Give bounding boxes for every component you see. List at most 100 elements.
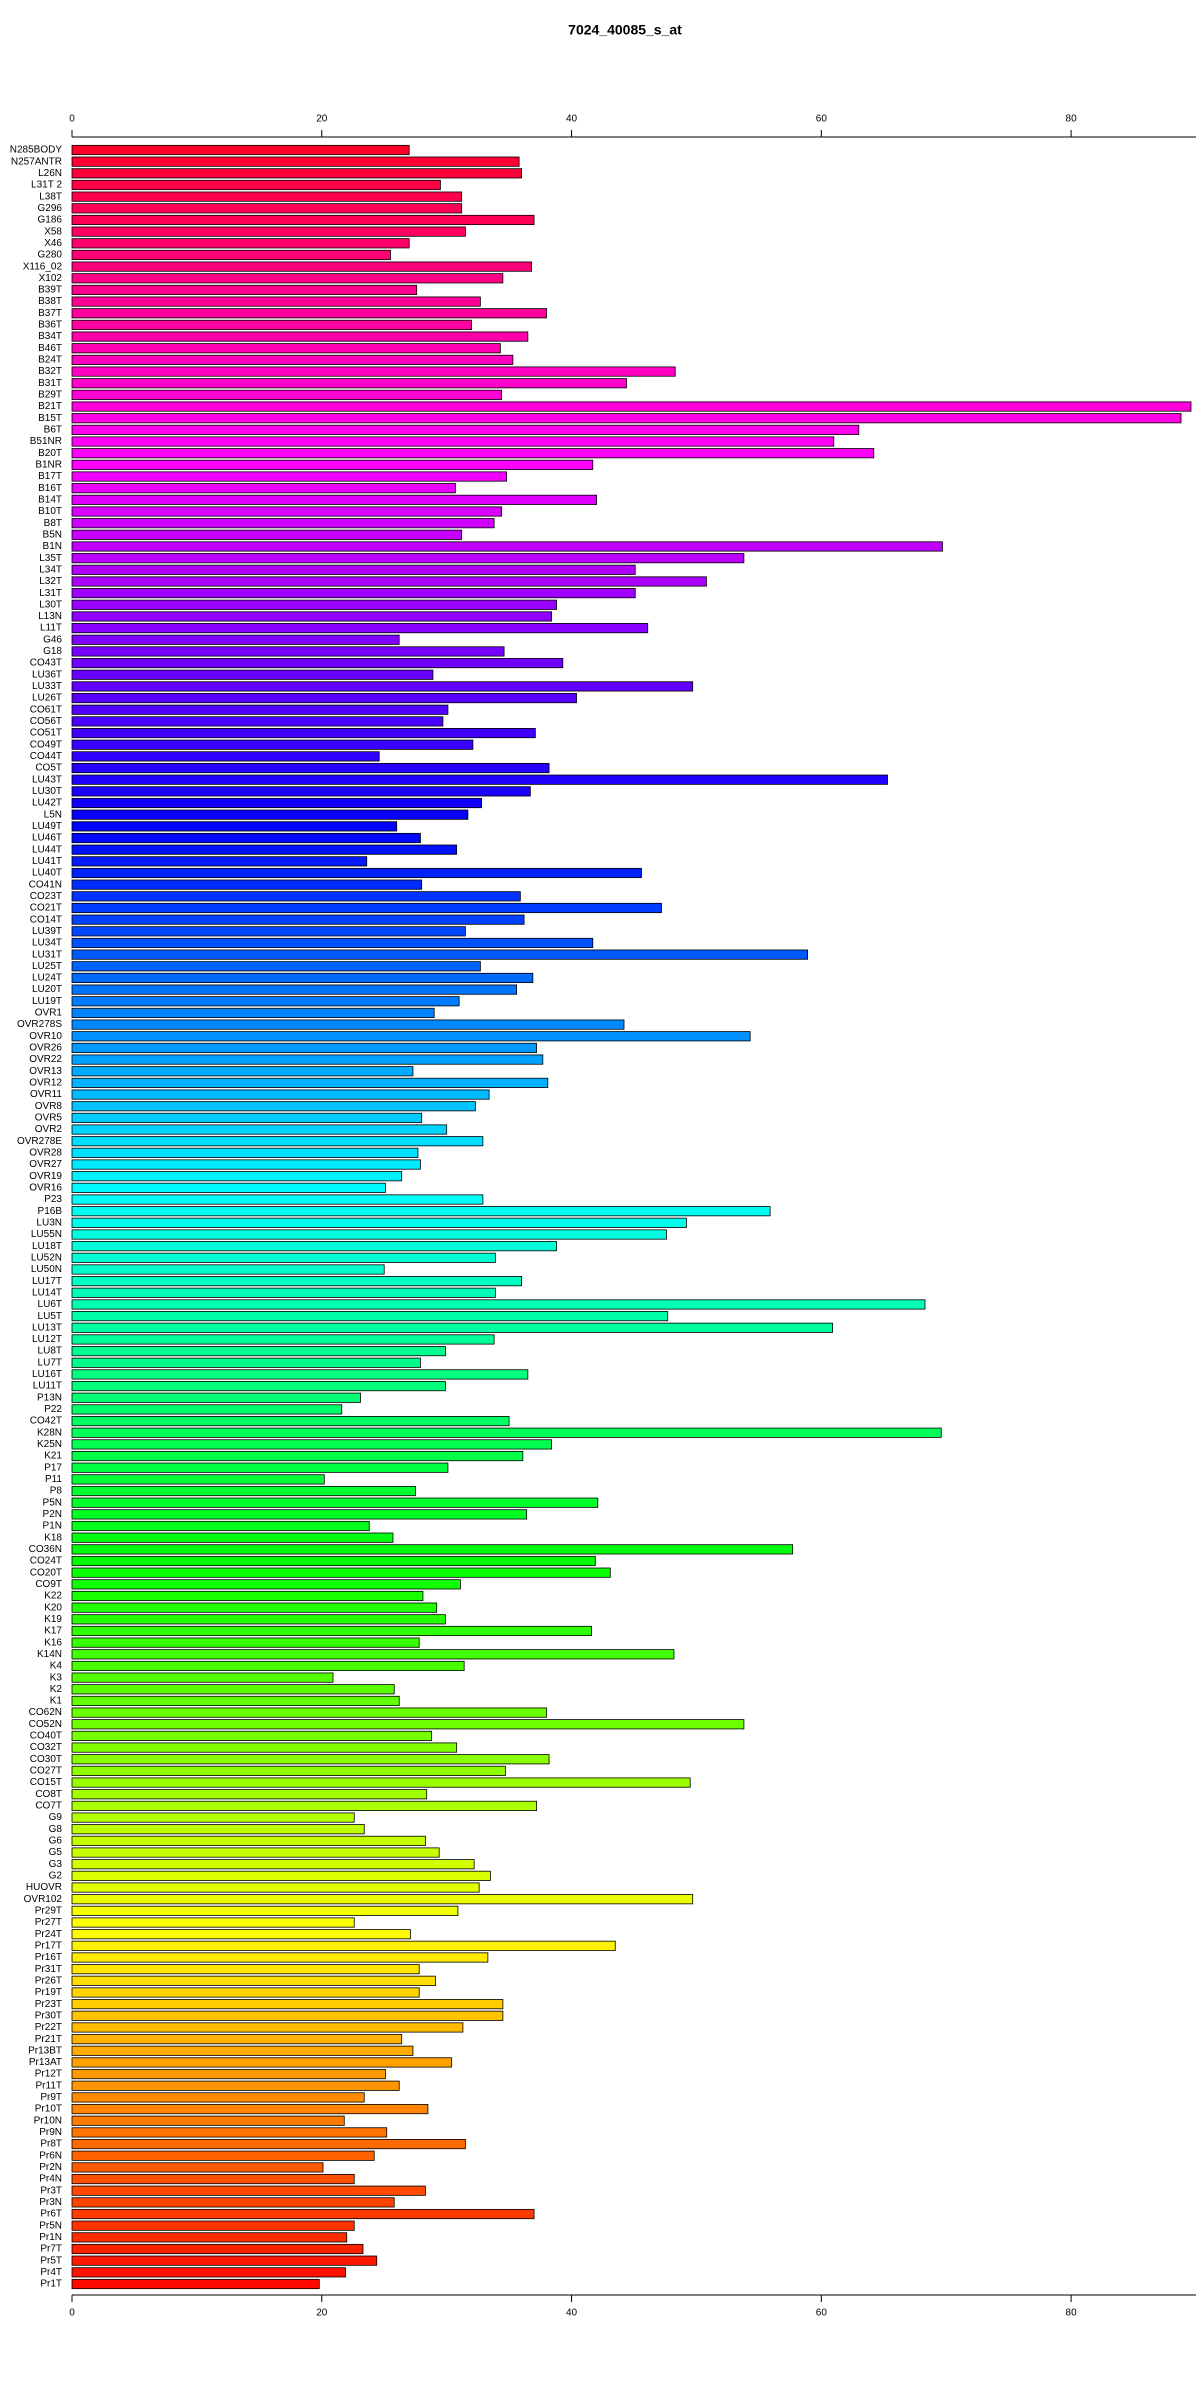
bar — [71, 564, 636, 575]
y-tick-label: Pr5N — [39, 2220, 62, 2231]
x-tick-label: 20 — [316, 114, 328, 125]
y-tick-label: LU44T — [32, 844, 62, 855]
bar — [71, 1007, 435, 1018]
x-tick-label: 60 — [816, 2308, 828, 2319]
bar — [71, 891, 521, 902]
y-tick-label: G6 — [49, 1836, 63, 1847]
y-tick-label: P13N — [37, 1392, 62, 1403]
y-tick-label: X102 — [39, 273, 63, 284]
y-tick-label: Pr4N — [39, 2174, 62, 2185]
bar — [71, 1929, 411, 1940]
bar — [71, 471, 508, 482]
y-tick-label: K16 — [44, 1637, 62, 1648]
bar — [71, 623, 649, 634]
bar — [71, 844, 458, 855]
y-tick-label: LU30T — [32, 786, 62, 797]
bar — [71, 856, 368, 867]
bar — [71, 1264, 385, 1275]
y-tick-label: N257ANTR — [11, 156, 62, 167]
y-tick-label: P8 — [50, 1486, 63, 1497]
bar — [71, 529, 463, 540]
y-tick-label: Pr16T — [35, 1952, 62, 1963]
y-tick-label: Pr1T — [40, 2279, 62, 2290]
bar — [71, 319, 473, 330]
y-tick-label: X116_02 — [23, 261, 63, 272]
bar — [71, 1952, 489, 1963]
bar — [71, 1089, 490, 1100]
y-tick-label: LU11T — [33, 1381, 62, 1392]
bar — [71, 343, 501, 354]
y-tick-label: LU18T — [32, 1241, 62, 1252]
bar — [71, 751, 380, 762]
y-tick-label: Pr27T — [35, 1917, 62, 1928]
x-tick-label: 80 — [1066, 114, 1078, 125]
y-tick-label: K17 — [44, 1626, 62, 1637]
y-tick-label: CO32T — [30, 1742, 62, 1753]
y-tick-label: Pr13AT — [29, 2057, 62, 2068]
y-tick-label: B17T — [38, 471, 62, 482]
y-tick-label: L38T — [39, 191, 62, 202]
bar — [71, 553, 745, 564]
bar — [71, 156, 520, 167]
bar — [71, 284, 418, 295]
bar — [71, 681, 694, 692]
bar — [71, 1112, 423, 1123]
y-tick-label: K18 — [44, 1532, 62, 1543]
y-tick-label: P23 — [44, 1194, 62, 1205]
bar — [71, 378, 627, 389]
bar — [71, 506, 503, 517]
bar — [71, 669, 434, 680]
bar — [71, 1590, 424, 1602]
y-tick-label: Pr12T — [35, 2069, 62, 2080]
y-tick-label: G46 — [43, 634, 62, 645]
bar — [71, 1217, 687, 1228]
bar — [71, 494, 597, 505]
y-tick-label: LU33T — [32, 681, 62, 692]
y-tick-label: B21T — [38, 401, 62, 412]
y-tick-label: K25N — [37, 1439, 62, 1450]
y-tick-label: OVR22 — [29, 1054, 62, 1065]
bar — [71, 1905, 459, 1916]
y-tick-label: K21 — [44, 1451, 62, 1462]
bar — [71, 249, 391, 261]
bar — [71, 1660, 465, 1672]
bar — [71, 1054, 544, 1065]
y-tick-label: Pr21T — [35, 2034, 62, 2045]
bar — [71, 1311, 669, 1322]
bar — [71, 308, 547, 319]
bar — [71, 1835, 426, 1846]
bar — [71, 658, 564, 669]
y-tick-label: B5N — [43, 529, 62, 540]
y-tick-label: K20 — [44, 1602, 62, 1613]
y-tick-label: CO30T — [30, 1754, 62, 1765]
y-tick-label: Pr11T — [36, 2080, 63, 2091]
y-tick-label: G9 — [49, 1812, 63, 1823]
bar — [71, 2185, 426, 2196]
bar — [71, 2208, 535, 2220]
x-tick-label: 60 — [816, 114, 828, 125]
bar — [71, 226, 466, 237]
bar — [71, 1637, 420, 1648]
bar — [71, 961, 481, 972]
y-tick-label: LU14T — [32, 1287, 62, 1298]
y-tick-label: OVR5 — [35, 1113, 63, 1124]
bar — [71, 1509, 527, 1520]
bar — [71, 2220, 355, 2231]
y-tick-label: Pr31T — [35, 1964, 62, 1975]
bar — [71, 2045, 414, 2056]
bar — [71, 2115, 345, 2126]
bar — [71, 144, 410, 156]
y-tick-label: L31T 2 — [31, 180, 62, 191]
y-tick-label: B31T — [38, 378, 62, 389]
bar — [71, 2150, 375, 2161]
y-tick-label: B46T — [38, 343, 62, 354]
y-tick-label: OVR27 — [29, 1159, 62, 1170]
bar — [71, 611, 552, 622]
y-tick-label: LU17T — [32, 1276, 62, 1287]
bar — [71, 1474, 325, 1485]
y-tick-label: Pr7T — [40, 2244, 62, 2255]
bar — [71, 1450, 524, 1462]
bar — [71, 926, 466, 937]
y-tick-label: CO56T — [30, 716, 62, 727]
